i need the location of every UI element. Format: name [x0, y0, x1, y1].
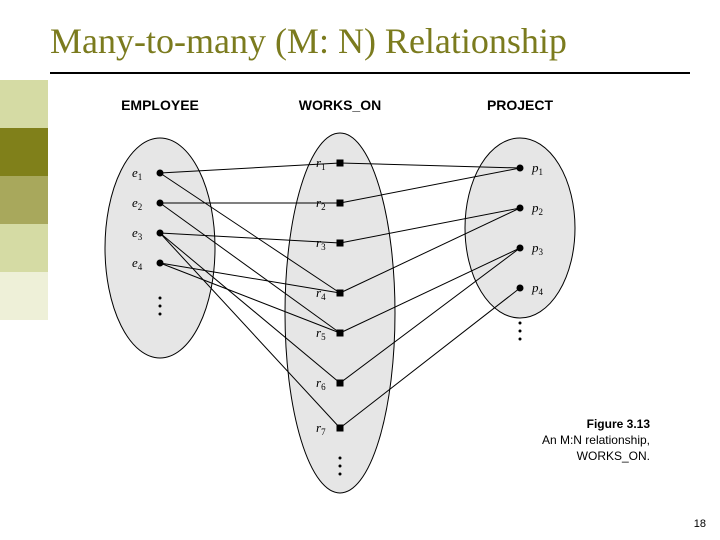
- set-label-project: PROJECT: [487, 97, 554, 113]
- sidebar-square: [0, 128, 48, 176]
- node-p3: [517, 245, 524, 252]
- node-r3: [337, 240, 344, 247]
- node-p1: [517, 165, 524, 172]
- sidebar-square: [0, 224, 48, 272]
- figure-caption-line2: WORKS_ON.: [577, 449, 650, 463]
- node-r4: [337, 290, 344, 297]
- node-e4: [157, 260, 164, 267]
- sidebar-square: [0, 80, 48, 128]
- diagram-stage: EMPLOYEEWORKS_ONPROJECTe1e2e3e4r1r2r3r4r…: [50, 78, 680, 508]
- node-r6: [337, 380, 344, 387]
- node-r5: [337, 330, 344, 337]
- continuation-dot: [519, 330, 522, 333]
- continuation-dot: [159, 313, 162, 316]
- continuation-dot: [519, 338, 522, 341]
- continuation-dot: [339, 465, 342, 468]
- node-p4: [517, 285, 524, 292]
- set-label-employee: EMPLOYEE: [121, 97, 199, 113]
- node-e1: [157, 170, 164, 177]
- slide: Many-to-many (M: N) Relationship EMPLOYE…: [0, 0, 720, 540]
- node-r2: [337, 200, 344, 207]
- set-label-works_on: WORKS_ON: [299, 97, 381, 113]
- figure-caption-title: Figure 3.13: [587, 417, 651, 431]
- node-r7: [337, 425, 344, 432]
- continuation-dot: [159, 297, 162, 300]
- sidebar-accent: [0, 80, 48, 540]
- node-e3: [157, 230, 164, 237]
- relationship-diagram: EMPLOYEEWORKS_ONPROJECTe1e2e3e4r1r2r3r4r…: [50, 78, 680, 508]
- figure-caption-line1: An M:N relationship,: [542, 433, 650, 447]
- sidebar-square: [0, 272, 48, 320]
- node-r1: [337, 160, 344, 167]
- continuation-dot: [339, 473, 342, 476]
- page-number: 18: [694, 518, 706, 530]
- title-underline: [50, 72, 690, 74]
- continuation-dot: [339, 457, 342, 460]
- slide-title: Many-to-many (M: N) Relationship: [50, 20, 567, 62]
- node-p2: [517, 205, 524, 212]
- set-works_on: [285, 133, 395, 493]
- sidebar-square: [0, 320, 48, 368]
- continuation-dot: [159, 305, 162, 308]
- node-e2: [157, 200, 164, 207]
- sidebar-square: [0, 176, 48, 224]
- continuation-dot: [519, 322, 522, 325]
